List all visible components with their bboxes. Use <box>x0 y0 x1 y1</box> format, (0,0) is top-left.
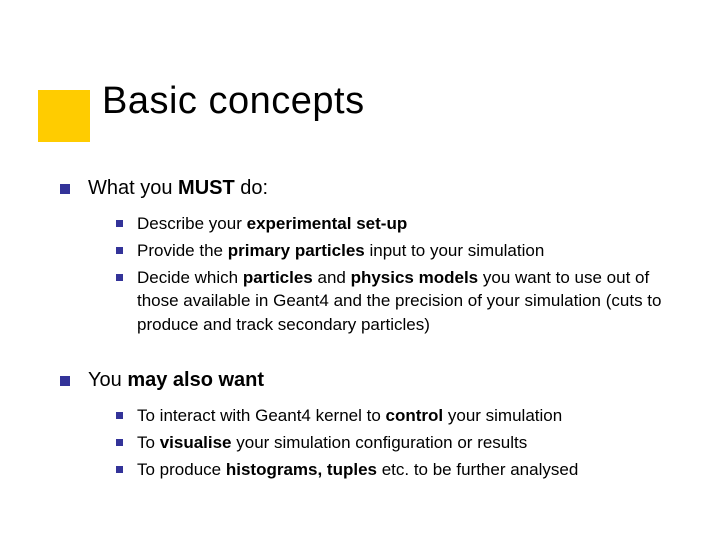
slide-content: What you MUST do: Describe your experimen… <box>60 175 680 511</box>
bullet-level2: Provide the primary particles input to y… <box>116 239 680 263</box>
bullet-text: You may also want <box>88 367 680 394</box>
square-bullet-icon <box>116 439 123 446</box>
bullet-level2: Decide which particles and physics model… <box>116 266 680 337</box>
sub-bullet-text: To interact with Geant4 kernel to contro… <box>137 404 680 428</box>
bullet-text: What you MUST do: <box>88 175 680 202</box>
square-bullet-icon <box>116 466 123 473</box>
bullet-level2: To visualise your simulation configurati… <box>116 431 680 455</box>
sub-bullet-text: To produce histograms, tuples etc. to be… <box>137 458 680 482</box>
square-bullet-icon <box>116 247 123 254</box>
square-bullet-icon <box>60 184 70 194</box>
slide: Basic concepts What you MUST do: Describe… <box>0 0 720 540</box>
bullet-level2: To produce histograms, tuples etc. to be… <box>116 458 680 482</box>
sub-bullet-text: Describe your experimental set-up <box>137 212 680 236</box>
sub-bullet-list: To interact with Geant4 kernel to contro… <box>116 404 680 481</box>
sub-bullet-text: Decide which particles and physics model… <box>137 266 680 337</box>
bullet-level1: You may also want <box>60 367 680 394</box>
square-bullet-icon <box>116 220 123 227</box>
square-bullet-icon <box>60 376 70 386</box>
square-bullet-icon <box>116 274 123 281</box>
sub-bullet-text: To visualise your simulation configurati… <box>137 431 680 455</box>
bullet-level1: What you MUST do: <box>60 175 680 202</box>
sub-bullet-text: Provide the primary particles input to y… <box>137 239 680 263</box>
slide-title: Basic concepts <box>102 80 365 123</box>
accent-square <box>38 90 90 142</box>
square-bullet-icon <box>116 412 123 419</box>
bullet-level2: To interact with Geant4 kernel to contro… <box>116 404 680 428</box>
bullet-level2: Describe your experimental set-up <box>116 212 680 236</box>
sub-bullet-list: Describe your experimental set-up Provide… <box>116 212 680 337</box>
